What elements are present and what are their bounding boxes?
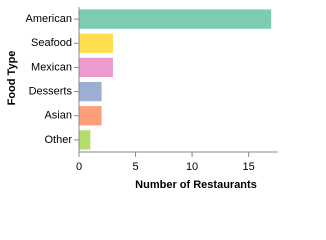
y-tick-label: Other — [44, 134, 72, 146]
bar — [79, 81, 102, 102]
chart: Number of Restaurants Food Type 0 5 10 15 Am… — [6, 7, 278, 191]
x-tick-label: 5 — [132, 161, 138, 173]
bar — [79, 130, 91, 150]
y-tick-label: Desserts — [29, 85, 73, 97]
x-tick-label: 0 — [76, 161, 82, 173]
bar — [79, 106, 102, 126]
bar — [79, 57, 113, 78]
y-tick-label: Asian — [44, 110, 72, 122]
x-axis-title: Number of Restaurants — [135, 179, 257, 191]
y-tick-label: Seafood — [31, 37, 72, 49]
x-tick-label: 15 — [242, 161, 254, 173]
x-tick-label: 10 — [186, 161, 198, 173]
y-tick-label: Mexican — [31, 61, 72, 73]
y-tick-label: American — [26, 13, 72, 25]
bar — [79, 33, 113, 53]
bar — [79, 9, 272, 29]
y-axis-title: Food Type — [6, 51, 18, 106]
